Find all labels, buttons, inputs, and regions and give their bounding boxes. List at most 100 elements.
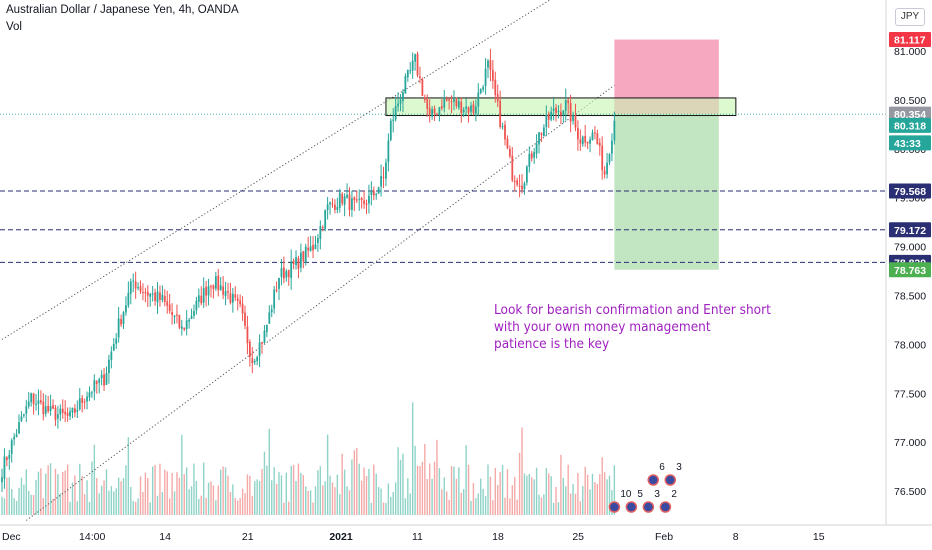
event-markers: 6 310 5 3 2	[608, 462, 682, 513]
candle-body	[193, 311, 195, 316]
candle-body	[248, 341, 251, 357]
volume-bar	[147, 478, 149, 515]
volume-bar	[365, 475, 368, 515]
candle-body	[132, 280, 135, 282]
x-tick-label: 18	[492, 531, 504, 543]
x-tick-label: Feb	[655, 531, 673, 543]
volume-bar	[606, 479, 608, 515]
volume-bar	[484, 496, 487, 515]
candle-body	[8, 454, 11, 459]
price-label-bg	[889, 183, 931, 199]
candle-body	[309, 246, 312, 252]
volume-bar	[108, 490, 110, 515]
volume-bar	[411, 402, 414, 515]
volume-bar	[543, 494, 545, 515]
volume-bar	[565, 486, 567, 515]
candle-body	[351, 198, 353, 210]
candle-body	[142, 292, 144, 294]
candle-body	[156, 291, 159, 303]
volume-bar	[132, 500, 134, 515]
volume-bar	[521, 427, 523, 515]
y-tick-label: 78.000	[894, 339, 926, 351]
candle-body	[499, 100, 502, 127]
candle-body	[368, 195, 370, 204]
volume-bar	[64, 470, 66, 515]
candle-body	[307, 247, 310, 251]
volume-bar	[86, 480, 88, 515]
volume-bar	[317, 470, 319, 515]
candlesticks	[1, 48, 616, 492]
volume-bar	[190, 486, 193, 515]
trend-line	[26, 84, 615, 521]
volume-bar	[40, 468, 42, 515]
volume-bar	[266, 465, 268, 515]
candle-body	[611, 140, 613, 154]
candle-body	[606, 162, 608, 175]
candle-body	[496, 94, 499, 102]
candle-body	[202, 288, 205, 303]
candle-body	[552, 108, 555, 111]
candle-body	[115, 338, 118, 344]
volume-bar	[134, 501, 137, 515]
candle-body	[591, 132, 594, 141]
candle-body	[397, 103, 399, 107]
candle-body	[258, 342, 261, 357]
volume-bar	[339, 494, 341, 515]
candle-body	[144, 292, 147, 294]
take-profit-zone	[614, 114, 719, 270]
annotation-line-3: patience is the key	[494, 336, 610, 352]
candle-body	[487, 60, 489, 68]
candle-body	[241, 303, 244, 314]
candle-body	[545, 114, 548, 128]
event-marker-icon	[647, 474, 659, 486]
x-tick-label: 14:00	[79, 531, 105, 543]
volume-bar	[173, 491, 176, 515]
volume-bar	[256, 479, 258, 515]
candle-body	[180, 326, 183, 329]
candle-body	[569, 102, 572, 122]
volume-bar	[54, 468, 57, 515]
currency-button[interactable]: JPY	[895, 8, 925, 26]
candle-body	[525, 166, 528, 183]
volume-bar	[171, 473, 173, 515]
volume-bar	[83, 494, 86, 515]
candle-body	[474, 106, 477, 114]
volume-bar	[290, 465, 292, 515]
volume-bar	[424, 444, 426, 515]
volume-bar	[390, 496, 392, 515]
volume-bar	[385, 502, 387, 515]
volume-bar	[324, 481, 326, 515]
trend-lines	[1, 0, 615, 521]
volume-bar	[399, 459, 402, 515]
candle-body	[389, 120, 392, 140]
candle-body	[506, 138, 509, 149]
x-tick-label: 11	[412, 531, 423, 543]
volume-bar	[511, 485, 513, 515]
candle-body	[32, 393, 35, 405]
volume-bar	[91, 461, 93, 515]
event-marker-icon	[642, 501, 655, 513]
volume-bar	[548, 473, 550, 515]
candle-body	[501, 126, 504, 128]
volume-bar	[215, 500, 217, 515]
volume-bar	[120, 481, 122, 515]
candle-body	[574, 115, 577, 128]
volume-bar	[436, 439, 438, 515]
volume-bar	[166, 471, 168, 515]
volume-bar	[237, 500, 239, 515]
volume-bar	[52, 498, 54, 515]
candle-body	[195, 300, 198, 311]
candle-body	[370, 191, 373, 195]
candle-body	[404, 76, 407, 94]
volume-bar	[200, 495, 202, 515]
volume-bar	[3, 498, 6, 515]
volume-bar	[229, 491, 232, 515]
volume-bar	[487, 464, 489, 515]
candle-body	[581, 136, 584, 145]
volume-bar	[220, 469, 222, 515]
candle-body	[234, 294, 237, 298]
volume-bar	[76, 501, 79, 515]
price-label-bg	[889, 32, 931, 48]
candle-body	[161, 294, 164, 301]
